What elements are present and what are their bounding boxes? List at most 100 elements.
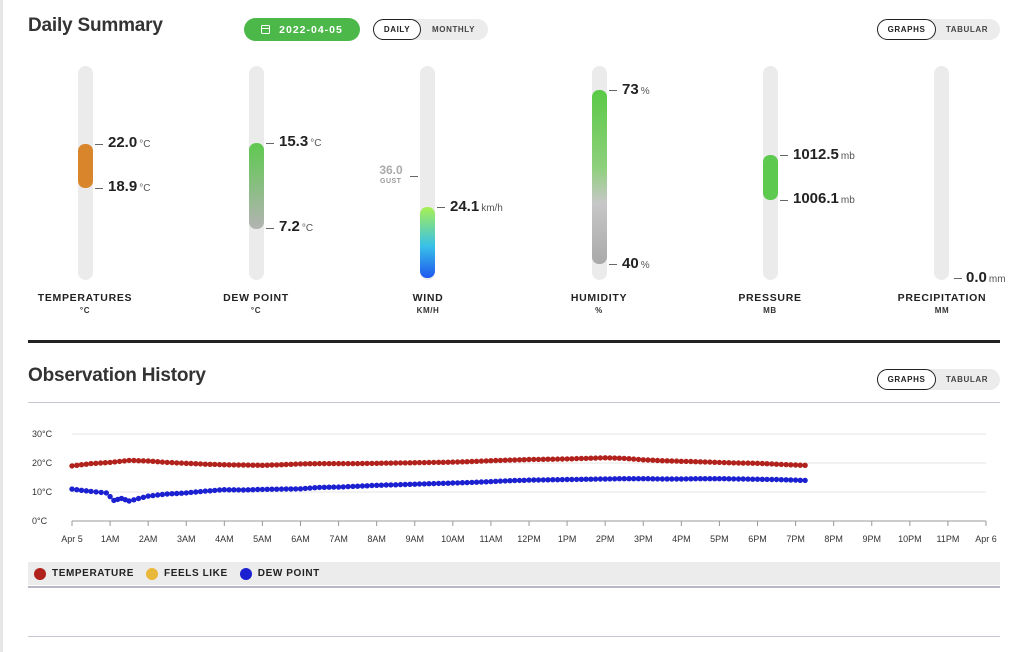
dew-point-point — [435, 480, 442, 487]
temperature-point — [116, 458, 123, 465]
dew-point-point — [354, 483, 361, 489]
x-tick-label: 9PM — [862, 534, 881, 544]
temperature-point — [331, 460, 337, 467]
calendar-icon — [261, 25, 271, 34]
temperature-point — [316, 460, 323, 467]
observation-chart: 30°C 20°C 10°C 0°C Apr 5 1AM 2AM 3AM 4AM 5AM 6AM 7A… — [32, 429, 997, 544]
daily-summary-title: Daily Summary — [28, 15, 163, 36]
temperature-point — [792, 462, 799, 468]
x-tick-label: 5AM — [253, 534, 272, 544]
history-header-rule — [28, 402, 1000, 403]
x-tick-label: 8PM — [824, 534, 843, 544]
temperature-point — [702, 459, 708, 465]
temperature-unit: °C — [79, 306, 91, 315]
humidity-gauge — [592, 66, 607, 280]
temperature-point — [678, 458, 684, 464]
wind-gust-tick — [410, 176, 418, 177]
dew-point-point — [378, 482, 385, 488]
dew-point-point — [421, 481, 427, 487]
x-tick-label: 12PM — [517, 534, 541, 544]
temperature-point — [731, 460, 737, 466]
summary-tabular-tab[interactable]: TABULAR — [945, 25, 989, 34]
dew-point-point — [193, 489, 199, 495]
temperature-point — [764, 461, 770, 467]
temperature-point — [450, 459, 456, 465]
temperature-point — [145, 458, 151, 464]
temperature-point — [378, 460, 385, 466]
temperature-high-value: 22.0 °C — [108, 134, 151, 151]
temperature-point — [688, 458, 694, 465]
humidity-unit: % — [595, 306, 603, 315]
temperature-point — [697, 459, 704, 465]
temperature-point — [402, 460, 408, 466]
pressure-low-tick — [780, 200, 788, 201]
legend-dew-point-label: DEW POINT — [257, 568, 320, 579]
dew-point-point — [307, 485, 313, 491]
dew-point-point — [750, 476, 756, 482]
temperature-point — [726, 460, 732, 466]
x-tick-label: 10AM — [441, 534, 465, 544]
history-tabular-tab[interactable]: TABULAR — [945, 375, 989, 384]
temperature-point — [207, 461, 213, 467]
temperature-point — [335, 460, 342, 467]
temperature-point — [607, 455, 613, 461]
dew-point-point — [645, 476, 651, 482]
dew-point-point — [607, 476, 613, 482]
dew-point-point — [735, 476, 742, 482]
legend-temperature[interactable]: TEMPERATURE — [34, 567, 134, 580]
temperature-point — [135, 458, 142, 464]
dew-point-point — [407, 481, 413, 487]
temperature-point — [554, 456, 561, 462]
dew-point-point — [103, 490, 110, 496]
temperature-point — [583, 455, 589, 462]
temperature-point — [612, 455, 618, 461]
temperature-point — [631, 456, 637, 462]
x-tick-label: 1PM — [558, 534, 577, 544]
dew-point-point — [678, 476, 684, 482]
summary-graphs-tab[interactable]: GRAPHS — [877, 19, 936, 40]
history-graphs-tab[interactable]: GRAPHS — [877, 369, 936, 390]
temperature-point — [659, 458, 665, 464]
temperature-point — [493, 457, 499, 464]
precipitation-unit: MM — [934, 306, 950, 315]
dew-point-point — [592, 476, 599, 482]
x-tick-label: 6PM — [748, 534, 767, 544]
dew-point-point — [440, 480, 446, 486]
dew-point-point — [340, 484, 346, 490]
dew-point-point — [131, 497, 137, 503]
temperature-point — [340, 460, 346, 467]
dew-point-point — [612, 476, 618, 482]
dew-point-point — [721, 476, 727, 482]
monthly-tab[interactable]: MONTHLY — [431, 25, 476, 34]
dew-point-point — [364, 483, 370, 489]
legend-dew-point[interactable]: DEW POINT — [239, 567, 320, 580]
dew-point-point — [692, 476, 699, 482]
temperature-point — [707, 459, 713, 465]
dew-point-point — [473, 479, 480, 485]
dew-point-point — [631, 476, 637, 482]
temperature-point — [264, 462, 270, 468]
footer-rule — [28, 636, 1000, 637]
temperature-point — [221, 462, 227, 468]
dew-point-point — [688, 476, 694, 482]
dew-point-point — [78, 487, 85, 493]
dew-point-point — [74, 487, 80, 493]
temperature-point — [531, 456, 537, 463]
dew-point-point — [602, 476, 608, 482]
date-picker-button[interactable]: 2022-04-05 — [244, 18, 360, 41]
temperature-point — [621, 455, 627, 462]
x-tick-label: 3PM — [634, 534, 653, 544]
x-tick-label: 7AM — [329, 534, 348, 544]
left-edge-rule — [0, 0, 3, 652]
dew-point-point — [426, 481, 432, 487]
temperature-point — [445, 459, 451, 465]
dew-point-point — [650, 476, 656, 482]
wind-speed-value: 24.1 km/h — [450, 198, 503, 215]
humidity-low-value: 40% — [622, 255, 650, 272]
daily-tab[interactable]: DAILY — [373, 19, 421, 40]
legend-feels-like[interactable]: FEELS LIKE — [145, 567, 228, 580]
dew-point-point — [516, 477, 523, 484]
dew-point-point — [792, 477, 799, 483]
chart-legend: TEMPERATURE FEELS LIKE DEW POINT — [28, 562, 1000, 585]
temperature-point — [597, 455, 604, 461]
